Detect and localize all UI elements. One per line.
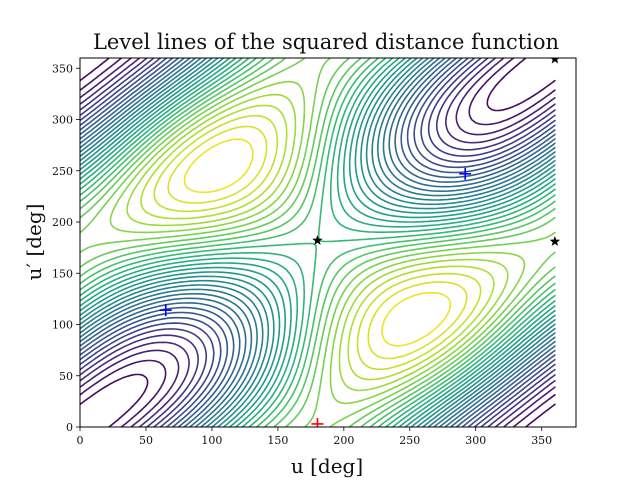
contour-level [183, 138, 452, 347]
y-tick-label: 150 [52, 267, 73, 280]
chart-title: Level lines of the squared distance func… [93, 30, 559, 54]
critical-point-markers [159, 58, 561, 427]
contour-level [80, 58, 556, 427]
contour-level [80, 58, 556, 427]
contour-level [126, 93, 509, 392]
x-tick-label: 50 [139, 434, 153, 447]
contour-level [80, 58, 556, 427]
saddle-marker [312, 235, 323, 245]
plot-frame [79, 57, 577, 428]
x-axis-label: u [deg] [291, 454, 363, 478]
contour-level [80, 58, 556, 427]
y-tick-label: 250 [52, 165, 73, 178]
contour-level [140, 104, 495, 381]
y-tick-label: 350 [52, 62, 73, 75]
x-tick-label: 300 [465, 434, 486, 447]
contour-level [80, 58, 556, 427]
contour-level [80, 58, 556, 427]
maximum-marker [311, 417, 324, 427]
saddle-marker [550, 58, 560, 64]
contour-level [80, 58, 556, 427]
x-tick-label: 0 [77, 434, 84, 447]
x-tick-label: 250 [399, 434, 420, 447]
y-tick-label: 50 [59, 370, 73, 383]
x-tick-label: 200 [333, 434, 354, 447]
contour-level [80, 58, 556, 427]
x-tick-label: 100 [201, 434, 222, 447]
minimum-marker [459, 167, 472, 180]
x-axis-ticks: 0 50 100 150 200 250 300 350 [77, 427, 552, 447]
contour-level [80, 58, 556, 427]
contour-level [80, 58, 556, 427]
x-tick-label: 150 [267, 434, 288, 447]
contour-level [80, 58, 556, 427]
y-tick-label: 0 [66, 421, 73, 434]
contour-level [80, 58, 556, 427]
contour-level [153, 114, 482, 371]
contour-level [80, 58, 556, 427]
contour-level [80, 58, 556, 427]
y-tick-label: 100 [52, 319, 73, 332]
contour-level [80, 58, 556, 427]
y-axis-label: u′ [deg] [22, 204, 46, 281]
contour-level [80, 58, 556, 427]
saddle-marker [549, 236, 561, 246]
y-axis-ticks: 0 50 100 150 200 250 300 350 [52, 62, 80, 434]
contour-level [109, 80, 526, 405]
y-tick-label: 300 [52, 114, 73, 127]
contour-level [167, 125, 468, 360]
x-tick-label: 350 [531, 434, 552, 447]
minimum-marker [159, 304, 172, 317]
y-tick-label: 200 [52, 216, 73, 229]
